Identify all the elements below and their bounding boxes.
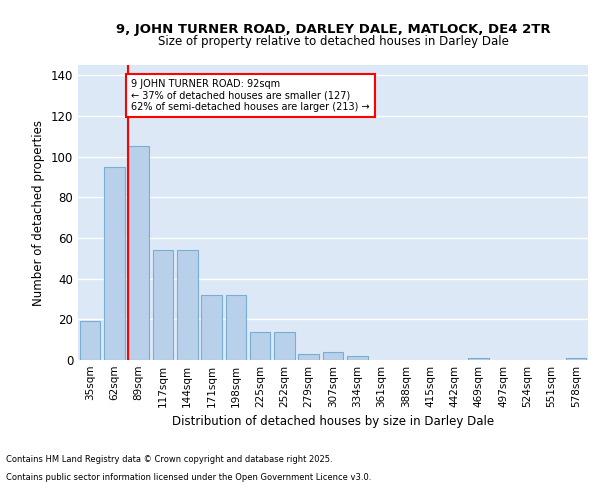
Bar (104, 166, 125, 360)
Bar (323, 352, 343, 360)
Bar (128, 146, 149, 360)
Bar (566, 358, 586, 360)
Bar (347, 356, 368, 360)
Bar (250, 332, 271, 360)
Text: 9, JOHN TURNER ROAD, DARLEY DALE, MATLOCK, DE4 2TR: 9, JOHN TURNER ROAD, DARLEY DALE, MATLOC… (116, 22, 550, 36)
Bar (177, 250, 197, 360)
Bar (152, 250, 173, 360)
Y-axis label: Number of detached properties: Number of detached properties (32, 120, 45, 306)
Bar (298, 354, 319, 360)
Text: Size of property relative to detached houses in Darley Dale: Size of property relative to detached ho… (158, 35, 508, 48)
Bar (469, 358, 489, 360)
Bar (80, 322, 100, 360)
Text: Contains public sector information licensed under the Open Government Licence v3: Contains public sector information licen… (6, 473, 371, 482)
X-axis label: Distribution of detached houses by size in Darley Dale: Distribution of detached houses by size … (172, 416, 494, 428)
Text: 9 JOHN TURNER ROAD: 92sqm
← 37% of detached houses are smaller (127)
62% of semi: 9 JOHN TURNER ROAD: 92sqm ← 37% of detac… (131, 79, 370, 112)
Text: Contains HM Land Registry data © Crown copyright and database right 2025.: Contains HM Land Registry data © Crown c… (6, 456, 332, 464)
Bar (226, 295, 246, 360)
Bar (274, 332, 295, 360)
Bar (201, 295, 222, 360)
